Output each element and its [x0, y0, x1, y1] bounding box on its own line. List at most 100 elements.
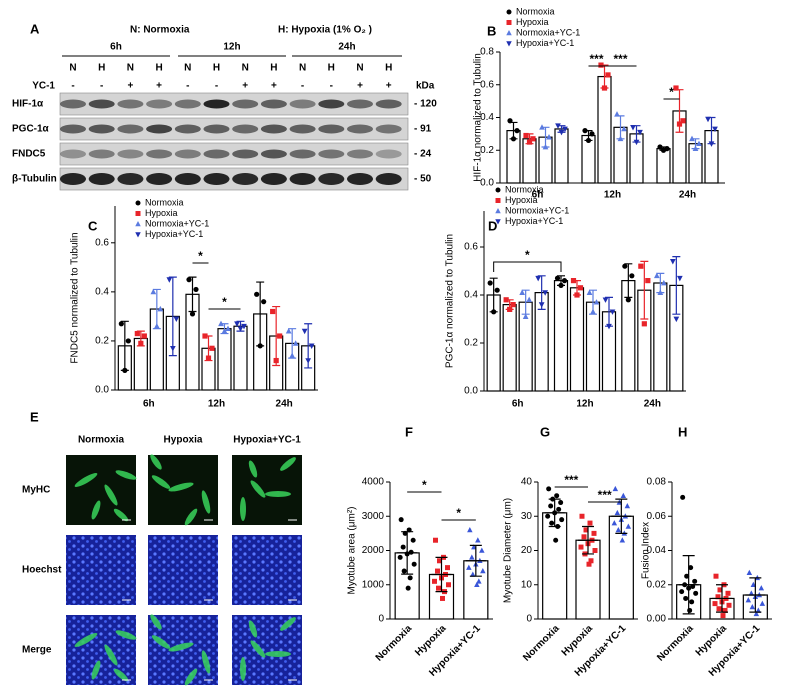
data-point: [491, 309, 497, 315]
y-axis-title: Myotube Diameter (μm): [503, 498, 514, 603]
data-point: [692, 145, 699, 151]
myotube: [240, 657, 246, 681]
lane-label: N: [184, 63, 191, 74]
data-point: [622, 263, 628, 269]
significance-label: *: [525, 248, 530, 262]
data-point: [305, 358, 312, 364]
data-point: [548, 503, 554, 509]
data-point: [687, 607, 693, 613]
data-point: [189, 311, 196, 317]
data-point: [141, 333, 147, 339]
data-point: [542, 143, 549, 150]
y-tick-label: 0.4: [480, 112, 494, 123]
legend-marker: [135, 211, 141, 216]
band: [260, 124, 287, 134]
y-tick-label: 0.4: [95, 287, 109, 298]
y-tick-label: 0.0: [95, 385, 109, 396]
myotube: [115, 470, 137, 480]
data-point: [150, 288, 157, 295]
data-point: [405, 585, 411, 591]
legend-label: Hypoxia: [145, 208, 178, 218]
error-bar: [465, 544, 486, 577]
y-tick-label: 0.6: [480, 79, 494, 90]
data-point: [676, 275, 683, 282]
time-label: 24h: [338, 42, 355, 53]
data-point: [411, 561, 417, 567]
data-point: [750, 581, 757, 587]
data-point: [554, 493, 560, 499]
lane-label: H: [155, 63, 162, 74]
error-bar: [712, 584, 732, 613]
row-label: MyHC: [22, 485, 50, 496]
bar: [608, 515, 634, 620]
data-point: [726, 602, 732, 608]
legend-label: Normoxia: [505, 184, 544, 194]
data-point: [522, 313, 529, 319]
column-header: Hypoxia+YC-1: [233, 435, 301, 446]
data-point: [186, 277, 192, 283]
legend-label: Normoxia+YC-1: [145, 218, 209, 228]
data-point: [615, 526, 622, 533]
data-point: [593, 299, 600, 305]
data-point: [558, 129, 565, 136]
band: [375, 173, 402, 185]
chart: H Fusion Index 0.00 0.02 0.04 0.06 0.08 Normoxi…: [641, 424, 772, 679]
bar: [522, 138, 537, 184]
y-tick-label: 0.8: [480, 47, 494, 58]
y-tick-label: 0: [526, 614, 532, 625]
y-tick-label: 0.06: [647, 511, 667, 522]
data-point: [591, 530, 597, 536]
myotube: [184, 668, 198, 686]
y-tick-label: 0.00: [647, 614, 667, 625]
data-point: [585, 137, 592, 144]
band: [289, 173, 316, 185]
data-point: [400, 544, 406, 550]
data-point: [445, 565, 450, 571]
band: [88, 149, 115, 159]
bar: [502, 304, 517, 392]
data-point: [507, 118, 513, 124]
x-tick-label: 6h: [512, 399, 524, 410]
data-point: [574, 292, 580, 298]
data-point: [619, 537, 626, 543]
data-point: [410, 537, 416, 543]
data-point: [261, 299, 267, 305]
yc1-sign: +: [357, 81, 363, 92]
panel-label: F: [405, 424, 413, 439]
legend-marker: [506, 20, 512, 25]
legend-label: Hypoxia+YC-1: [145, 229, 203, 239]
data-point: [470, 571, 476, 577]
data-point: [609, 309, 616, 315]
data-point: [555, 123, 561, 129]
data-point: [218, 320, 224, 327]
data-point: [561, 278, 568, 284]
data-point: [748, 590, 755, 596]
data-point: [519, 289, 526, 295]
yc1-sign: +: [271, 81, 277, 92]
error-bar: [678, 555, 699, 615]
data-point: [542, 290, 549, 296]
micrograph: [66, 535, 136, 605]
data-point: [578, 544, 584, 550]
myotube: [168, 482, 194, 492]
myotube: [240, 497, 246, 521]
x-tick-label: 24h: [644, 399, 661, 410]
kda-label: kDa: [416, 81, 435, 92]
data-point: [173, 316, 180, 322]
data-point: [435, 568, 440, 574]
myotube: [151, 475, 171, 489]
band: [232, 124, 259, 134]
yc1-sign: +: [156, 81, 162, 92]
legend-marker: [506, 41, 512, 47]
y-tick-label: 0.08: [647, 477, 667, 488]
band: [88, 124, 115, 134]
error-bar: [578, 525, 598, 555]
band: [289, 124, 316, 134]
data-point: [746, 569, 753, 576]
data-point: [549, 520, 555, 526]
data-point: [433, 537, 438, 543]
data-point: [292, 340, 299, 346]
band: [347, 124, 373, 134]
legend-label: Normoxia: [145, 197, 184, 207]
